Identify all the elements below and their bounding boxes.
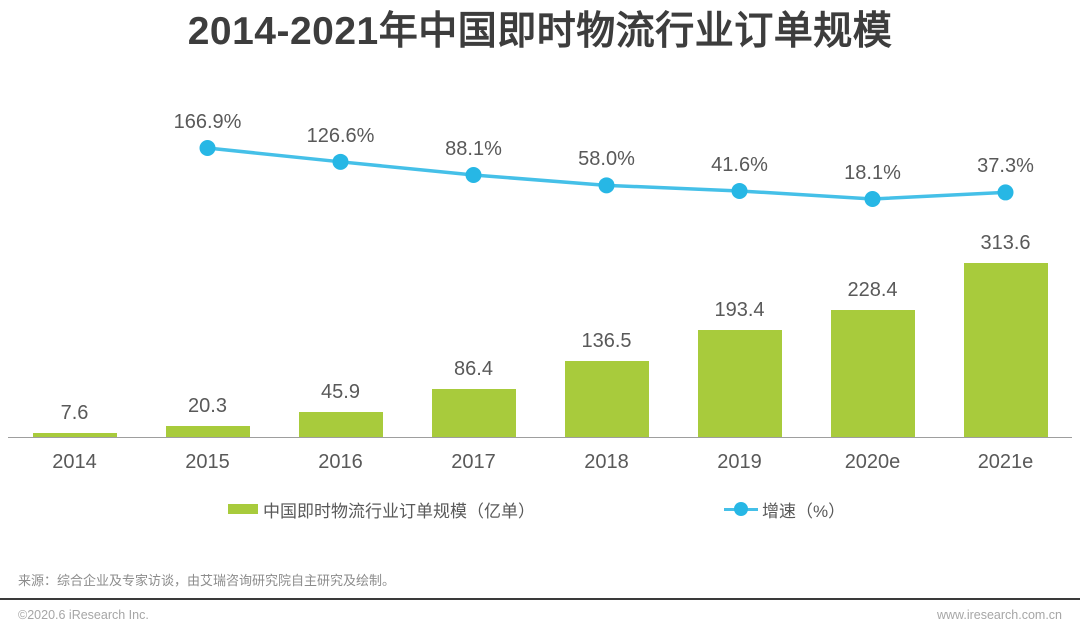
bar <box>697 330 782 437</box>
growth-point <box>598 177 615 194</box>
growth-value-label: 58.0% <box>578 148 635 171</box>
growth-point <box>731 182 748 199</box>
growth-point <box>864 191 881 207</box>
footer-divider <box>0 598 1080 600</box>
x-axis-label: 2019 <box>717 451 762 473</box>
line-series-label: 增速（%） <box>762 501 846 521</box>
bar-series-swatch-icon <box>228 504 258 514</box>
growth-value-label: 37.3% <box>977 155 1034 178</box>
bar <box>298 412 383 437</box>
bar-value-label: 313.6 <box>980 232 1031 254</box>
legend-item-growth: 增速（%） <box>724 499 846 521</box>
bar <box>830 310 915 437</box>
growth-value-label: 88.1% <box>445 138 502 160</box>
bar <box>32 433 117 437</box>
bar <box>564 361 649 437</box>
bar-value-label: 136.5 <box>581 330 632 352</box>
x-axis-label: 2021e <box>977 451 1034 473</box>
bar-value-label: 7.6 <box>60 402 89 424</box>
growth-value-label: 126.6% <box>306 124 375 147</box>
x-axis-label: 2014 <box>52 451 97 473</box>
growth-value-label: 41.6% <box>711 153 768 176</box>
x-axis-label: 2015 <box>185 451 230 473</box>
copyright-text: ©2020.6 iResearch Inc. <box>18 608 149 622</box>
growth-point <box>465 167 482 184</box>
line-series-swatch-icon <box>724 502 758 516</box>
bar <box>431 389 516 437</box>
legend-item-orders: 中国即时物流行业订单规模（亿单） <box>228 499 535 521</box>
bar-value-label: 228.4 <box>847 279 898 301</box>
growth-point <box>997 184 1014 201</box>
x-axis-line <box>8 437 1072 438</box>
bar-value-label: 86.4 <box>454 358 493 380</box>
bar <box>165 426 250 437</box>
x-axis-label: 2017 <box>451 451 496 473</box>
growth-point <box>199 140 216 156</box>
bar-series-label: 中国即时物流行业订单规模（亿单） <box>263 501 535 521</box>
bar-value-label: 20.3 <box>188 395 227 417</box>
x-axis-label: 2020e <box>844 451 901 473</box>
x-axis-label: 2018 <box>584 451 629 473</box>
growth-value-label: 166.9% <box>173 111 242 133</box>
bar-value-label: 193.4 <box>714 299 765 321</box>
website-link: www.iresearch.com.cn <box>936 608 1062 622</box>
source-note: 来源：综合企业及专家访谈，由艾瑞咨询研究院自主研究及绘制。 <box>18 573 396 588</box>
bar-value-label: 45.9 <box>321 381 360 403</box>
growth-point <box>332 153 349 170</box>
growth-value-label: 18.1% <box>844 162 901 184</box>
chart-title: 2014-2021年中国即时物流行业订单规模 <box>187 10 893 53</box>
bar <box>963 263 1048 437</box>
x-axis-label: 2016 <box>318 451 363 473</box>
